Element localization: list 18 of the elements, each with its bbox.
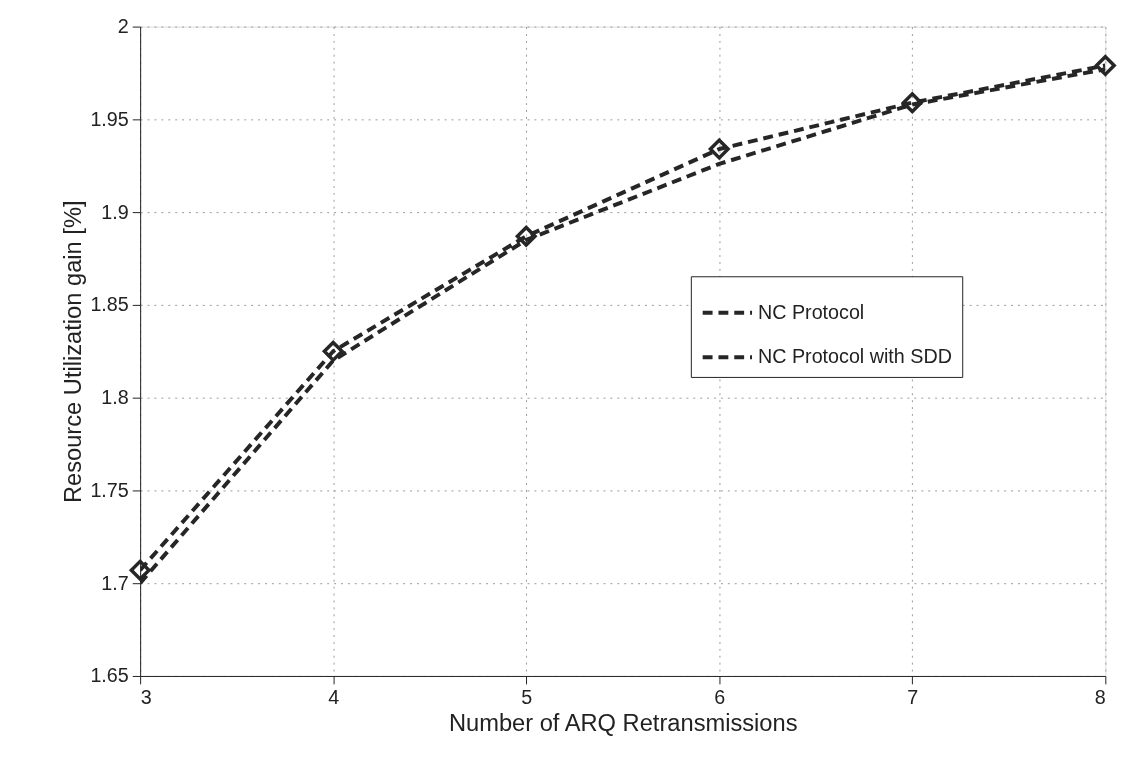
- y-tick-label: 2: [117, 15, 129, 37]
- legend-label: NC Protocol: [757, 300, 865, 323]
- x-axis-title: Number of ARQ Retransmissions: [448, 709, 798, 736]
- y-tick-label: 1.8: [101, 386, 129, 409]
- x-tick-label: 3: [140, 686, 152, 709]
- x-tick-label: 7: [907, 686, 919, 709]
- y-tick-label: 1.95: [90, 107, 129, 130]
- x-tick-label: 4: [328, 686, 340, 709]
- x-tick-label: 8: [1094, 686, 1106, 709]
- x-tick-label: 5: [521, 686, 533, 709]
- y-tick-label: 1.7: [101, 571, 129, 594]
- legend-label: NC Protocol with SDD: [757, 345, 952, 368]
- x-tick-label: 6: [714, 686, 726, 709]
- y-tick-label: 1.75: [90, 478, 129, 501]
- y-tick-label: 1.9: [101, 200, 129, 223]
- y-tick-label: 1.85: [90, 293, 129, 316]
- y-tick-label: 1.65: [90, 664, 129, 687]
- y-axis-title: Resource Utilization gain [%]: [60, 200, 87, 504]
